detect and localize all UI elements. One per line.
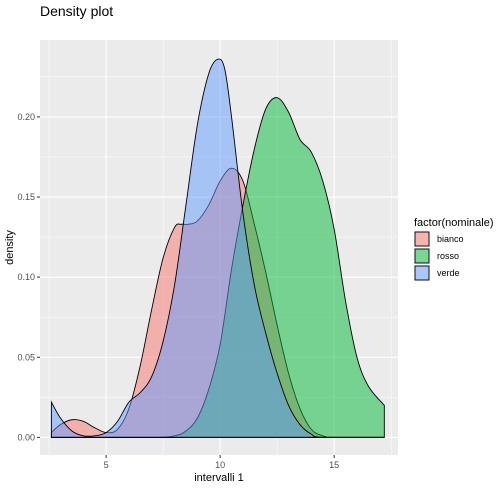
legend-label-verde: verde: [437, 268, 460, 278]
y-axis-title: density: [4, 230, 16, 265]
chart-title: Density plot: [40, 3, 113, 19]
y-tick-label: 0.10: [17, 272, 35, 282]
x-axis: 5 10 15: [104, 455, 339, 470]
y-tick-label: 0.05: [17, 352, 35, 362]
x-axis-title: intervalli 1: [194, 472, 244, 484]
legend-label-rosso: rosso: [437, 251, 459, 261]
legend-key-rosso: [414, 248, 430, 264]
y-tick-label: 0.15: [17, 192, 35, 202]
density-area-verde: [50, 58, 385, 438]
x-tick-label: 15: [329, 460, 339, 470]
legend-title: factor(nominale): [414, 217, 493, 229]
density-areas: [50, 58, 385, 438]
y-tick-label: 0.00: [17, 432, 35, 442]
legend: factor(nominale) bianco rosso verde: [414, 217, 493, 281]
x-tick-label: 5: [104, 460, 109, 470]
legend-label-bianco: bianco: [437, 234, 464, 244]
legend-key-verde: [414, 265, 430, 281]
y-tick-label: 0.20: [17, 112, 35, 122]
y-axis: 0.00 0.05 0.10 0.15 0.20: [17, 112, 40, 442]
x-tick-label: 10: [215, 460, 225, 470]
legend-key-bianco: [414, 231, 430, 247]
